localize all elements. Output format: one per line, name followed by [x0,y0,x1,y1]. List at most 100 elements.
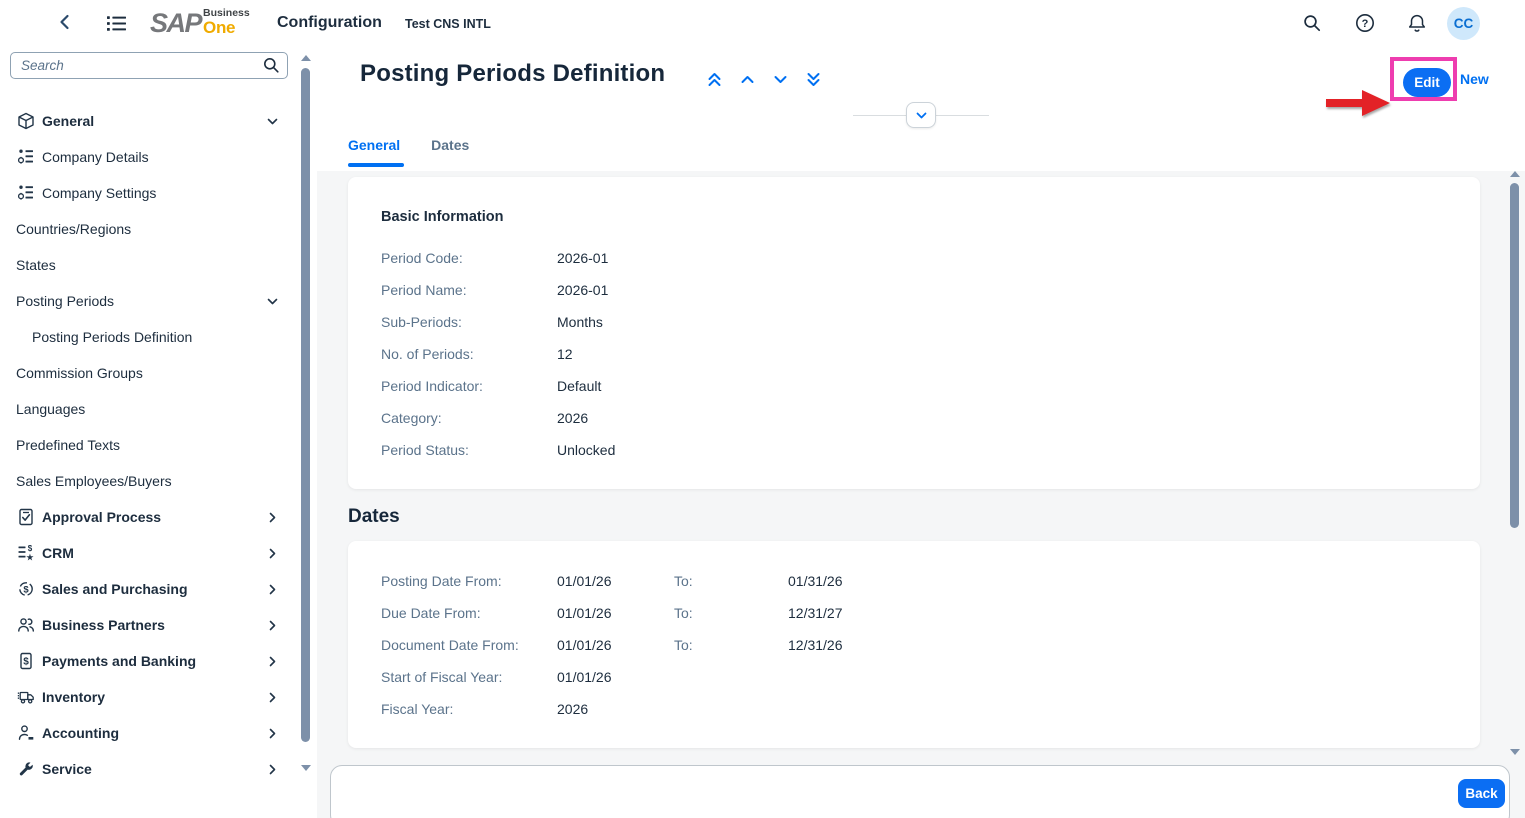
back-nav-icon[interactable] [58,13,71,31]
sidebar-item-label: CRM [42,545,74,561]
chevron-right-icon [267,512,278,523]
sidebar-item-inventory[interactable]: Inventory [0,679,296,715]
to-label: To: [674,637,693,653]
sidebar-item-accounting[interactable]: Accounting [0,715,296,751]
dates-section-heading: Dates [348,506,400,527]
search-icon[interactable] [1303,14,1322,33]
footer-bar: Back [330,765,1510,818]
basic-information-heading: Basic Information [381,209,504,225]
sidebar-scroll-up-arrow[interactable] [301,55,311,61]
sidebar-item-predefined-texts[interactable]: Predefined Texts [0,427,296,463]
sidebar-item-business-partners[interactable]: Business Partners [0,607,296,643]
field-label: Fiscal Year: [381,701,454,717]
sidebar-item-company-settings[interactable]: Company Settings [0,175,296,211]
field-value: 2026-01 [557,250,609,266]
company-name: Test CNS INTL [405,17,491,31]
field-row: Period Status: Unlocked [348,442,1480,458]
main-scrollbar[interactable] [1510,183,1519,528]
last-record-icon[interactable] [804,70,822,88]
search-input[interactable] [10,52,288,79]
field-row: Sub-Periods: Months [348,314,1480,330]
org-settings-icon [16,148,35,167]
field-value: 01/01/26 [557,605,612,621]
sidebar-item-general[interactable]: General [0,103,296,139]
field-row: Document Date From: 01/01/26 To: 12/31/26 [348,637,1480,653]
sidebar-scroll-down-arrow[interactable] [301,765,311,771]
new-button[interactable]: New [1460,71,1489,87]
sap-business-one-logo: SAP Business One [150,7,250,39]
sidebar-item-states[interactable]: States [0,247,296,283]
sidebar-item-label: Approval Process [42,509,162,525]
sidebar-item-payments-and-banking[interactable]: $ Payments and Banking [0,643,296,679]
sidebar-item-label: Predefined Texts [16,437,121,453]
help-icon[interactable]: ? [1355,13,1375,33]
bell-icon[interactable] [1407,13,1427,33]
sidebar-item-posting-periods[interactable]: Posting Periods [0,283,296,319]
sidebar-item-label: Countries/Regions [16,221,132,237]
chevron-right-icon [267,548,278,559]
field-row: Category: 2026 [348,410,1480,426]
next-record-icon[interactable] [771,70,789,88]
main-scroll-down-arrow[interactable] [1510,749,1520,755]
sidebar-item-label: Posting Periods [16,293,115,309]
collapse-header-button[interactable] [906,102,936,128]
field-row: Due Date From: 01/01/26 To: 12/31/27 [348,605,1480,621]
logo-one-text: One [203,18,236,37]
sidebar-item-commission-groups[interactable]: Commission Groups [0,355,296,391]
main-header: Posting Periods Definition New Edit Gene… [317,47,1525,171]
sidebar-scrollbar[interactable] [301,68,310,742]
sidebar-item-sales-employees-buyers[interactable]: Sales Employees/Buyers [0,463,296,499]
edit-button[interactable]: Edit [1403,68,1451,97]
sidebar-item-languages[interactable]: Languages [0,391,296,427]
field-value: 12 [557,346,573,362]
sidebar-item-service[interactable]: Service [0,751,296,787]
search-magnifier-icon[interactable] [263,57,280,79]
chevron-right-icon [267,620,278,631]
tab-dates[interactable]: Dates [431,137,470,153]
svg-text:★: ★ [26,553,34,562]
back-button[interactable]: Back [1458,779,1505,808]
to-value: 01/31/26 [788,573,843,589]
basic-information-card: Basic Information Period Code: 2026-01 Pe… [348,177,1480,489]
field-row: Period Indicator: Default [348,378,1480,394]
field-row: No. of Periods: 12 [348,346,1480,362]
tab-general[interactable]: General [348,137,401,153]
sidebar-item-countries-regions[interactable]: Countries/Regions [0,211,296,247]
list-menu-icon[interactable] [106,14,127,33]
app-title: Configuration [277,14,382,31]
wrench-icon [16,760,35,779]
avatar[interactable]: CC [1447,7,1480,40]
sidebar-item-label: Commission Groups [16,365,143,381]
org-settings-icon [16,184,35,203]
svg-text:?: ? [1362,18,1369,30]
first-record-icon[interactable] [705,70,723,88]
field-label: Category: [381,410,442,426]
crm-icon: $ ★ [16,544,35,563]
field-row: Period Name: 2026-01 [348,282,1480,298]
field-value: 2026-01 [557,282,609,298]
tab-bar: General Dates [348,137,469,161]
previous-record-icon[interactable] [738,70,756,88]
field-label: Period Name: [381,282,467,298]
field-row: Period Code: 2026-01 [348,250,1480,266]
chevron-right-icon [267,656,278,667]
sidebar-item-approval-process[interactable]: Approval Process [0,499,296,535]
sidebar-item-label: Business Partners [42,617,165,633]
chevron-down-icon [267,116,278,127]
field-value: Unlocked [557,442,616,458]
field-label: Period Code: [381,250,463,266]
sidebar-item-company-details[interactable]: Company Details [0,139,296,175]
sales-purchasing-icon: $ [16,580,35,599]
cube-icon [16,112,35,131]
sidebar-item-label: General [42,113,95,129]
sidebar-item-crm[interactable]: $ ★ CRM [0,535,296,571]
to-value: 12/31/26 [788,637,843,653]
sidebar-item-label: Payments and Banking [42,653,197,669]
svg-text:$: $ [23,584,29,595]
main-scroll-up-arrow[interactable] [1510,171,1520,177]
sidebar-item-sales-and-purchasing[interactable]: $ Sales and Purchasing [0,571,296,607]
sidebar-item-posting-periods-definition[interactable]: Posting Periods Definition [0,319,296,355]
top-bar: SAP Business One Configuration Test CNS … [0,0,1525,47]
sidebar-item-label: Languages [16,401,86,417]
sidebar-item-label: Company Details [42,149,149,165]
